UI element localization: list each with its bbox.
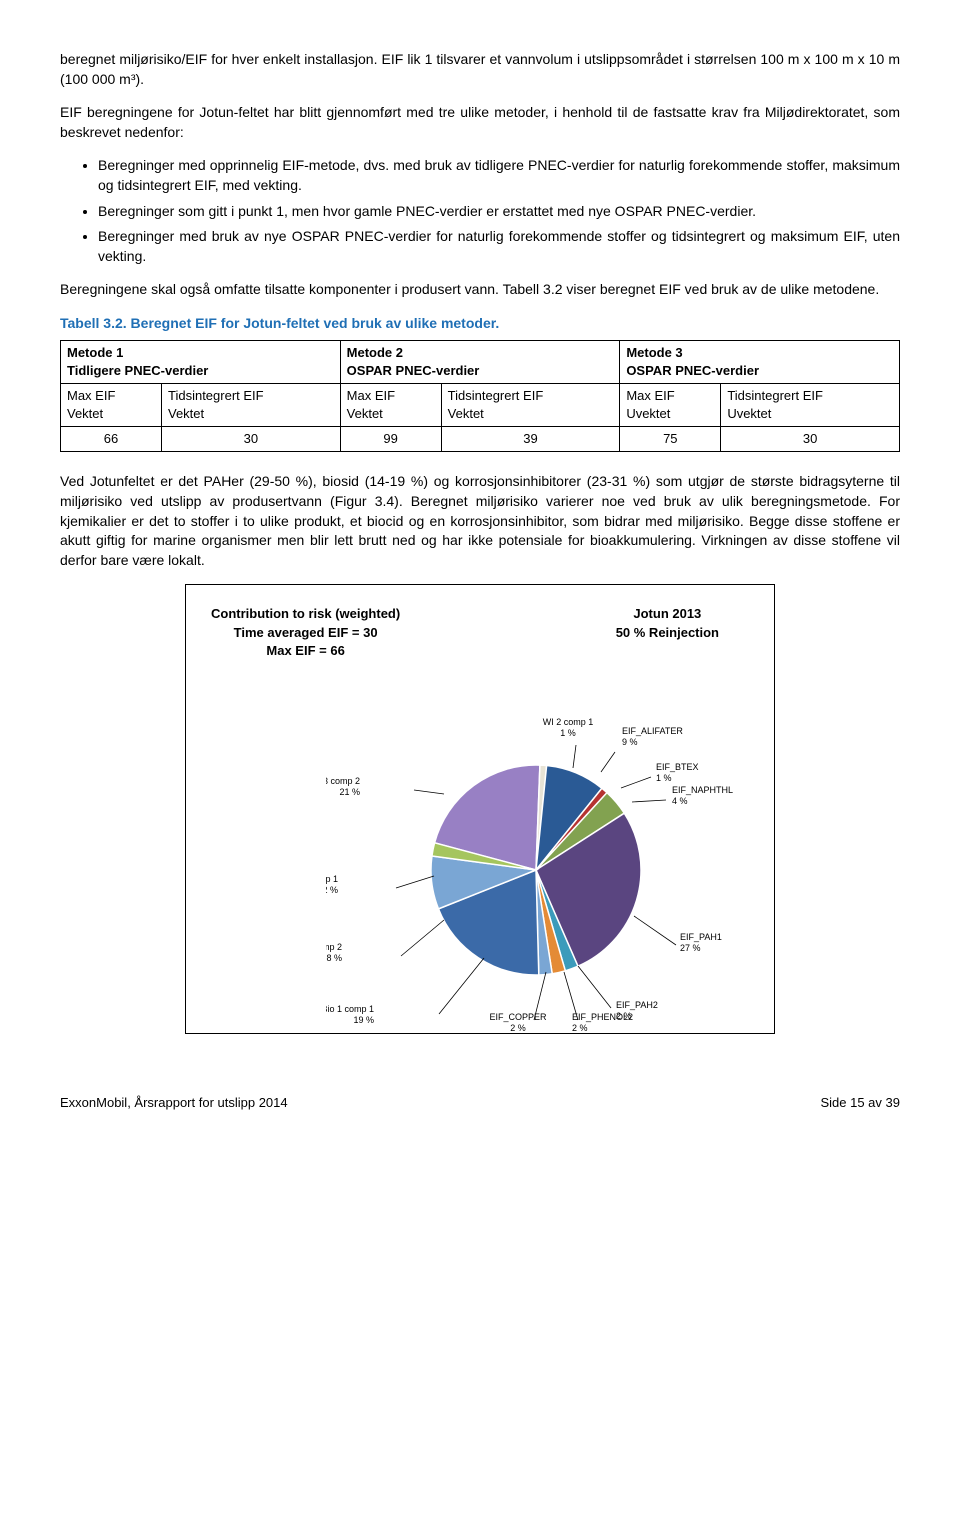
table-cell: 30 <box>162 427 341 452</box>
paragraph: beregnet miljørisiko/EIF for hver enkelt… <box>60 50 900 89</box>
list-item: Beregninger med opprinnelig EIF-metode, … <box>98 156 900 195</box>
leader-line <box>621 777 651 788</box>
chart-title-line: Jotun 2013 <box>616 605 719 623</box>
pie-svg: CI 3 comp 221 %WI 2 comp 11 %EIF_ALIFATE… <box>326 660 746 1060</box>
slice-pct: 27 % <box>680 943 701 953</box>
col-subheader: Vektet <box>67 406 103 421</box>
col-group: Metode 3 <box>626 345 682 360</box>
slice-pct: 21 % <box>339 787 360 797</box>
col-group-sub: OSPAR PNEC-verdier <box>347 363 480 378</box>
slice-label: EIF_ALIFATER <box>622 726 683 736</box>
chart-title-line: Max EIF = 66 <box>211 642 400 660</box>
list-item: Beregninger som gitt i punkt 1, men hvor… <box>98 202 900 222</box>
chart-title-right: Jotun 2013 50 % Reinjection <box>616 605 719 641</box>
slice-label: EIF_PAH2 <box>616 1000 658 1010</box>
col-subheader: Vektet <box>347 406 383 421</box>
slice-pct: 19 % <box>353 1015 374 1025</box>
col-header: Max EIF <box>626 388 674 403</box>
slice-pct: 8 % <box>326 953 342 963</box>
col-header: Max EIF <box>67 388 115 403</box>
col-subheader: Uvektet <box>626 406 670 421</box>
slice-pct: 4 % <box>672 796 688 806</box>
slice-label: Bio 1 comp 1 <box>326 1004 374 1014</box>
col-subheader: Uvektet <box>727 406 771 421</box>
slice-label: EIF_NAPHTHL <box>672 785 733 795</box>
leader-line <box>578 966 611 1008</box>
col-subheader: Vektet <box>448 406 484 421</box>
list-item: Beregninger med bruk av nye OSPAR PNEC-v… <box>98 227 900 266</box>
col-group-sub: OSPAR PNEC-verdier <box>626 363 759 378</box>
table-caption: Tabell 3.2. Beregnet EIF for Jotun-felte… <box>60 314 900 334</box>
table-cell: 66 <box>61 427 162 452</box>
leader-line <box>573 745 576 768</box>
table-cell: 30 <box>721 427 900 452</box>
footer-left: ExxonMobil, Årsrapport for utslipp 2014 <box>60 1094 288 1112</box>
slice-label: EIF_BTEX <box>656 762 699 772</box>
slice-pct: 1 % <box>560 728 576 738</box>
paragraph: Ved Jotunfeltet er det PAHer (29-50 %), … <box>60 472 900 570</box>
leader-line <box>601 752 615 772</box>
bullet-list: Beregninger med opprinnelig EIF-metode, … <box>60 156 900 266</box>
slice-pct: 1 % <box>656 773 672 783</box>
chart-title-left: Contribution to risk (weighted) Time ave… <box>211 605 400 660</box>
col-header: Tidsintegrert EIF <box>727 388 823 403</box>
table-cell: 99 <box>340 427 441 452</box>
footer-right: Side 15 av 39 <box>820 1094 900 1112</box>
page-footer: ExxonMobil, Årsrapport for utslipp 2014 … <box>60 1094 900 1112</box>
eif-table: Metode 1 Tidligere PNEC-verdier Metode 2 O… <box>60 340 900 453</box>
slice-pct: 2 % <box>572 1023 588 1033</box>
col-header: Tidsintegrert EIF <box>168 388 264 403</box>
leader-line <box>401 920 444 956</box>
table-cell: 75 <box>620 427 721 452</box>
col-header: Tidsintegrert EIF <box>448 388 544 403</box>
paragraph: EIF beregningene for Jotun-feltet har bl… <box>60 103 900 142</box>
col-header: Max EIF <box>347 388 395 403</box>
slice-label: WI 2 comp 1 <box>543 717 594 727</box>
col-group: Metode 2 <box>347 345 403 360</box>
slice-pct: 2 % <box>326 885 338 895</box>
col-subheader: Vektet <box>168 406 204 421</box>
slice-label: CI 3 comp 2 <box>326 776 360 786</box>
slice-label: EIF_PHENOL2 <box>572 1012 633 1022</box>
slice-pct: 2 % <box>510 1023 526 1033</box>
leader-line <box>396 876 434 888</box>
leader-line <box>439 958 484 1014</box>
slice-pct: 9 % <box>622 737 638 747</box>
col-group-sub: Tidligere PNEC-verdier <box>67 363 208 378</box>
leader-line <box>634 916 676 945</box>
col-group: Metode 1 <box>67 345 123 360</box>
pie-chart: Contribution to risk (weighted) Time ave… <box>185 584 775 1034</box>
slice-label: EIF_PAH1 <box>680 932 722 942</box>
slice-label: CI 3 comp 1 <box>326 874 338 884</box>
leader-line <box>632 800 666 802</box>
paragraph: Beregningene skal også omfatte tilsatte … <box>60 280 900 300</box>
chart-title-line: Contribution to risk (weighted) <box>211 605 400 623</box>
table-cell: 39 <box>441 427 620 452</box>
pie-svg-wrap: CI 3 comp 221 %WI 2 comp 11 %EIF_ALIFATE… <box>326 660 746 1066</box>
slice-label: EIF_COPPER <box>489 1012 547 1022</box>
chart-title-line: Time averaged EIF = 30 <box>211 624 400 642</box>
chart-title-line: 50 % Reinjection <box>616 624 719 642</box>
leader-line <box>414 790 444 794</box>
slice-label: CI 2 comp 2 <box>326 942 342 952</box>
